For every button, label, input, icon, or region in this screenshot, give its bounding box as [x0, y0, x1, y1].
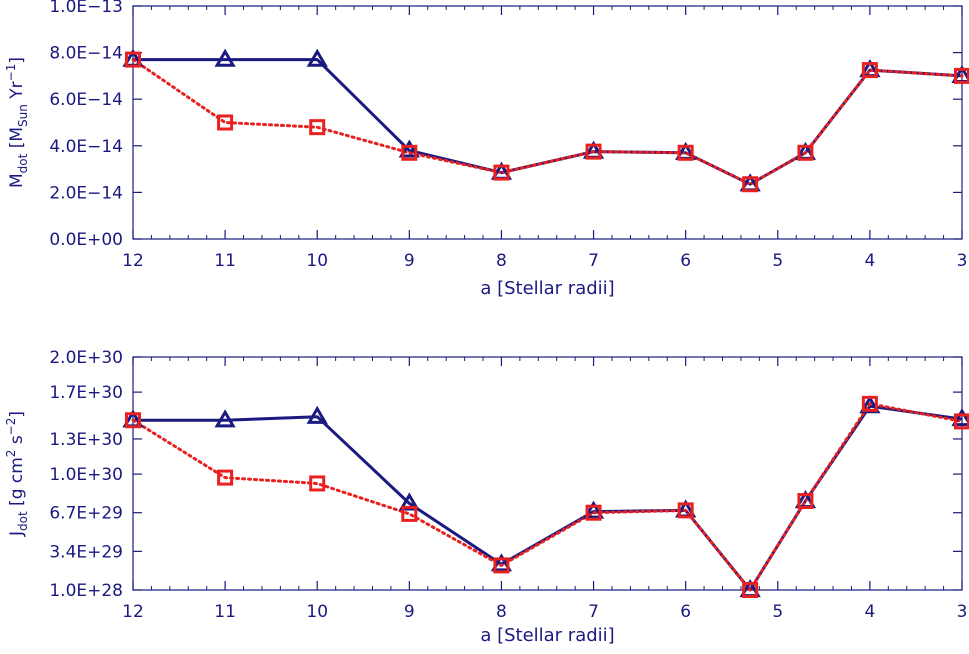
x-tick-label: 7: [588, 602, 599, 622]
x-tick-label: 8: [496, 602, 507, 622]
data-point-triangle: [951, 408, 969, 427]
data-point-square: [309, 475, 326, 492]
x-tick-label: 12: [122, 602, 144, 622]
y-tick-label: 1.0E+30: [49, 465, 123, 485]
x-tick-label: 9: [404, 602, 415, 622]
x-tick-label: 7: [588, 251, 599, 271]
data-point-triangle: [306, 405, 328, 424]
y-axis-label: Mdot [MSun Yr−1]: [4, 57, 30, 188]
data-point-square: [742, 582, 759, 598]
y-tick-label: 4.0E−14: [49, 137, 123, 157]
plot-frame: [132, 356, 963, 591]
y-axis-label-part-sub2: Sun: [16, 104, 30, 127]
y-axis-label-part-main: J: [7, 531, 27, 537]
y-tick-label: 0.0E+00: [49, 230, 123, 250]
y-axis-label-part-main: M: [7, 173, 27, 188]
data-point-triangle: [398, 139, 420, 158]
series-line-solid: [133, 404, 963, 592]
data-point-square: [861, 395, 878, 412]
x-tick-label: 6: [680, 251, 691, 271]
y-axis-label-part-sub1: dot: [16, 153, 30, 173]
y-axis-label-part-sup1: 2: [4, 450, 18, 458]
data-point-triangle: [214, 48, 236, 67]
y-tick-label: 6.0E−14: [49, 90, 123, 110]
data-point-square: [401, 144, 418, 161]
data-point-square: [677, 144, 694, 161]
x-axis-label: a [Stellar radii]: [480, 278, 614, 299]
x-tick-label: 8: [496, 251, 507, 271]
data-point-triangle: [306, 48, 328, 67]
y-axis-label-part-sup2: −2: [4, 418, 18, 436]
data-point-square: [125, 412, 141, 429]
data-point-square: [797, 144, 814, 161]
x-tick-label: 5: [772, 602, 783, 622]
x-axis-label: a [Stellar radii]: [480, 625, 614, 646]
x-tick-label: 12: [122, 251, 144, 271]
y-tick-label: 1.0E−13: [49, 0, 123, 17]
series-line-dotted: [131, 58, 964, 186]
data-point-square: [585, 143, 602, 160]
y-axis-label-part-mid: [M: [7, 127, 27, 154]
x-tick-label: 11: [214, 251, 236, 271]
x-tick-label: 4: [864, 602, 875, 622]
data-point-square: [217, 114, 234, 131]
y-axis-label-part-end: ]: [7, 57, 27, 64]
x-tick-label: 10: [306, 251, 328, 271]
data-point-square: [677, 502, 694, 519]
panel-bottom-angular-momentum: 12 11 10 9 8 7 6 5 4 3 1.0E+28 3.4E+29 6.7E+29 1.0E+3…: [4, 348, 969, 646]
y-tick-label: 1.3E+30: [49, 430, 123, 450]
data-point-square: [742, 176, 759, 193]
x-tick-label: 9: [404, 251, 415, 271]
data-point-square: [585, 504, 602, 521]
y-axis-label-part-rest: Yr: [7, 81, 27, 104]
y-axis-label-part-end: ]: [7, 411, 27, 418]
data-point-triangle: [582, 500, 605, 519]
y-tick-label: 1.0E+28: [49, 581, 123, 601]
panel-top-mass-loss: 12 11 10 9 8 7 6 5 4 3 0.0E+00 2.0E−14 4.0E−14 6.0E−1…: [4, 0, 969, 299]
y-axis-label-part-sup: −1: [4, 64, 18, 82]
data-point-square: [797, 493, 814, 510]
data-point-square: [401, 505, 418, 522]
x-tick-label: 3: [957, 251, 968, 271]
x-tick-label: 5: [772, 251, 783, 271]
data-point-square: [861, 62, 878, 79]
series-line-solid: [133, 58, 963, 186]
y-axis-label-part-mid: [g cm: [7, 457, 27, 511]
y-tick-label: 8.0E−14: [49, 44, 123, 64]
data-point-square: [493, 557, 510, 574]
x-tick-label: 11: [214, 602, 236, 622]
y-axis-label-part-mid2: s: [7, 435, 27, 449]
plot-frame: [132, 5, 963, 240]
x-tick-label: 3: [957, 602, 968, 622]
data-point-triangle: [398, 492, 420, 511]
y-axis-label: Jdot [g cm2 s−2]: [4, 411, 30, 537]
y-tick-label: 6.7E+29: [49, 504, 123, 524]
data-point-triangle: [490, 553, 513, 572]
y-tick-label: 1.7E+30: [49, 383, 123, 403]
data-point-triangle: [214, 409, 236, 428]
data-point-square: [125, 51, 141, 68]
x-tick-label: 6: [680, 602, 691, 622]
y-tick-label: 2.0E+30: [49, 348, 123, 368]
series-line-dotted: [131, 402, 964, 592]
data-point-square: [493, 164, 510, 181]
y-tick-label: 2.0E−14: [49, 183, 123, 203]
data-point-square: [217, 469, 234, 486]
x-tick-label: 10: [306, 602, 328, 622]
y-axis-label-part-sub1: dot: [16, 511, 30, 531]
data-point-square: [309, 119, 326, 136]
x-tick-label: 4: [864, 251, 875, 271]
y-tick-label: 3.4E+29: [49, 542, 123, 562]
